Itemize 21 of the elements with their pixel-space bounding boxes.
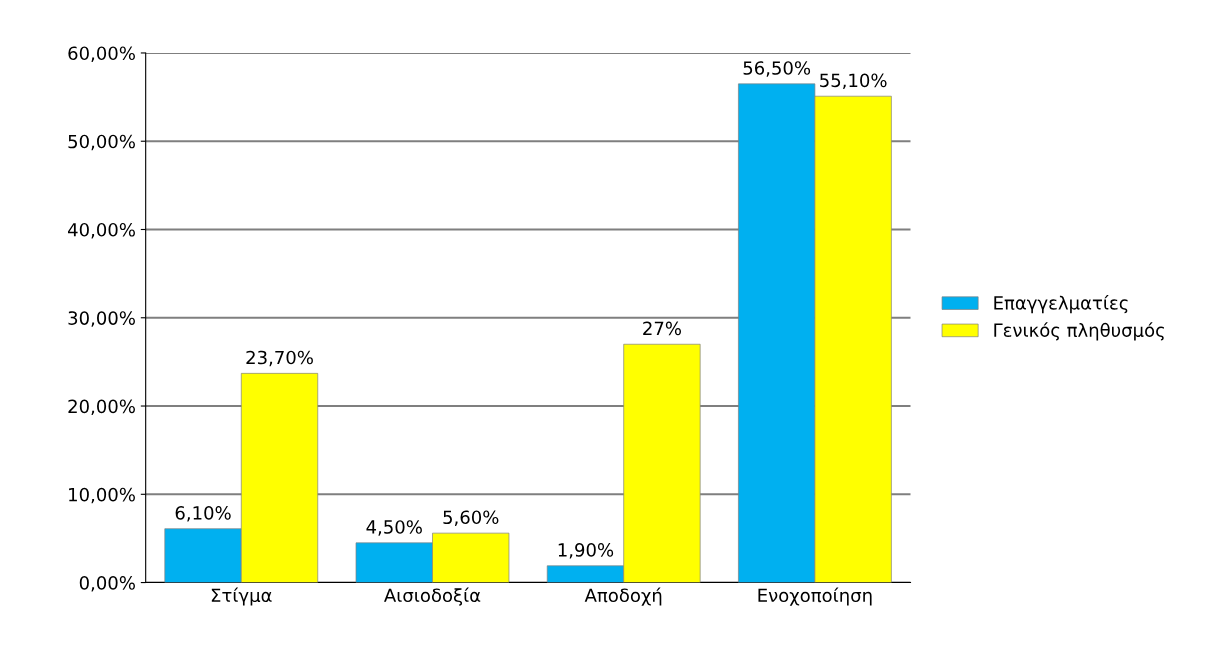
data-label: 23,70% — [246, 350, 313, 367]
x-tick-label: Αισιοδοξία — [384, 587, 481, 606]
x-tick-label: Στίγμα — [211, 587, 272, 606]
data-label: 5,60% — [443, 510, 499, 526]
x-tick-label: Ενοχοποίηση — [758, 587, 872, 606]
data-label: 27% — [643, 321, 681, 336]
data-label: 56,50% — [743, 61, 811, 77]
y-tick-label: 40,00% — [68, 222, 135, 239]
y-tick-label: 20,00% — [68, 399, 135, 415]
data-label: 4,50% — [366, 520, 422, 536]
x-tick-label: Αποδοχή — [584, 587, 662, 606]
y-tick-label: 0,00% — [79, 576, 135, 592]
legend-label: Επαγγελματίες — [994, 295, 1128, 314]
legend-label: Γενικός πληθυσμός — [994, 322, 1164, 341]
y-tick-label: 60,00% — [68, 46, 135, 62]
y-tick-label: 50,00% — [68, 134, 135, 151]
y-tick-label: 30,00% — [68, 311, 135, 327]
y-tick-label: 10,00% — [69, 487, 135, 504]
data-label: 1,90% — [558, 543, 614, 559]
data-label: 6,10% — [175, 506, 231, 522]
data-label: 55,10% — [820, 73, 887, 89]
